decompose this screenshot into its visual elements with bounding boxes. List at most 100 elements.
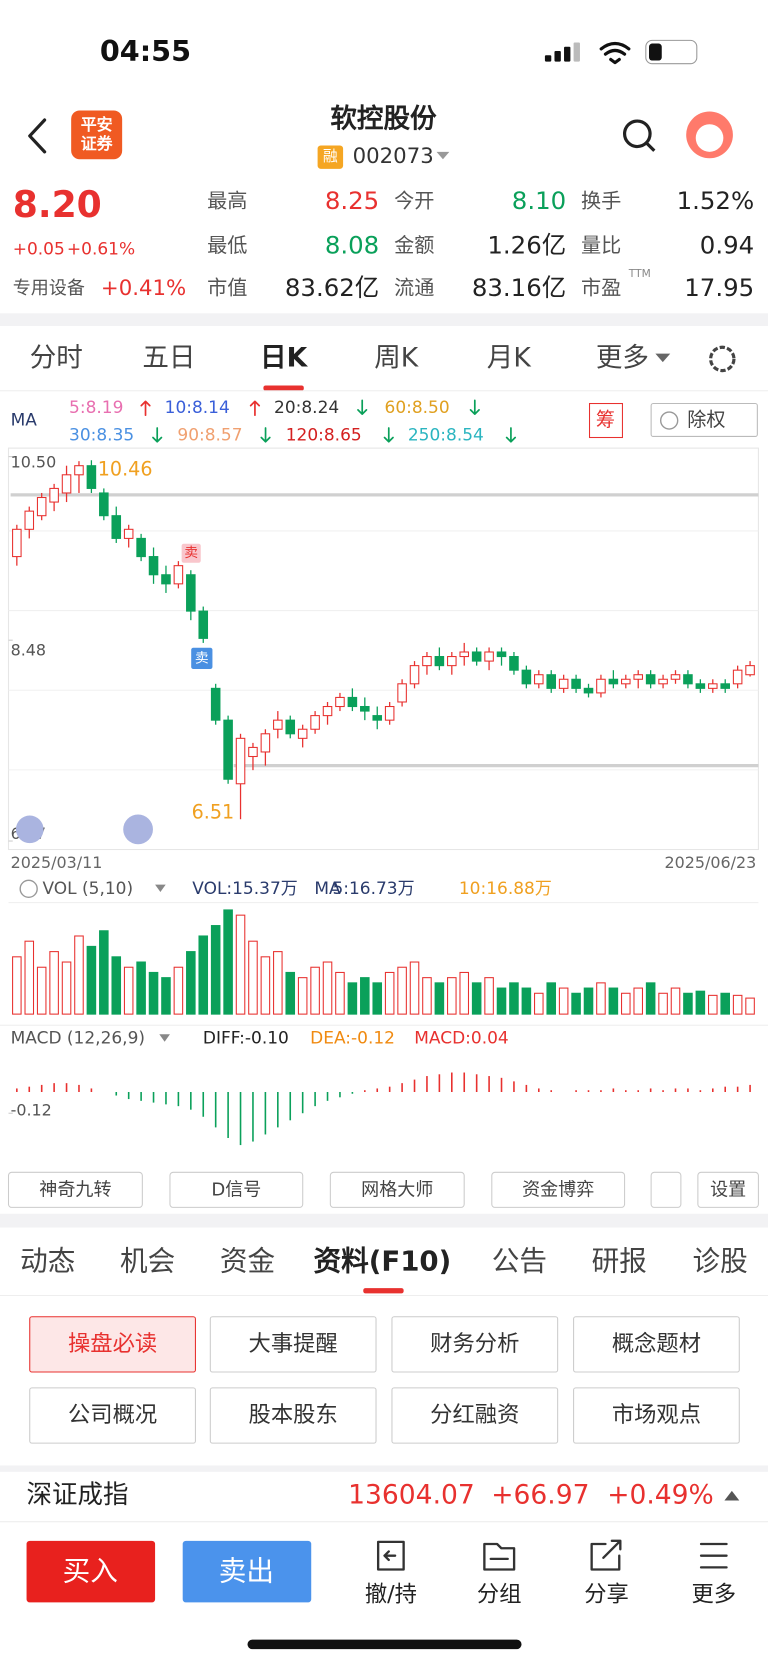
info-button[interactable]	[209, 1316, 377, 1373]
candle-body	[608, 678, 619, 685]
volume-bar	[335, 971, 345, 1015]
tool-label: 资金博弈	[522, 1179, 594, 1200]
ma-item: 250:8.54	[408, 425, 484, 445]
info-button[interactable]	[573, 1316, 740, 1373]
settings-button[interactable]	[709, 345, 736, 373]
candle-body	[496, 651, 507, 658]
y-tick-label: 10.50	[11, 452, 57, 471]
info-button-label: 财务分析	[430, 1331, 519, 1357]
tool-button[interactable]	[169, 1171, 304, 1208]
volume-bar	[571, 992, 581, 1015]
info-button[interactable]	[573, 1387, 740, 1444]
signal-box	[191, 647, 213, 669]
action-label[interactable]: 分享	[584, 1581, 629, 1607]
buy-button[interactable]	[26, 1540, 156, 1603]
volume-bar	[186, 951, 196, 1015]
ma-item: 90:8.57	[177, 425, 242, 445]
candle-body	[186, 574, 196, 612]
period-tab[interactable]: 周K	[374, 342, 419, 373]
info-button[interactable]	[391, 1387, 559, 1444]
index-toggle[interactable]	[724, 1490, 740, 1501]
tool-button[interactable]	[491, 1171, 626, 1208]
sell-button[interactable]	[182, 1540, 312, 1603]
info-button[interactable]	[29, 1316, 196, 1373]
volume-bar	[86, 945, 97, 1015]
stat-label: 最低	[207, 233, 247, 257]
volume-bar	[360, 977, 370, 1015]
info-tab[interactable]: 资金	[220, 1245, 275, 1278]
candle-body	[111, 515, 122, 539]
tool-button[interactable]	[697, 1171, 759, 1208]
tool-button[interactable]	[7, 1171, 143, 1208]
signal-bar	[554, 50, 561, 62]
period-tab[interactable]: 五日	[142, 342, 195, 373]
period-tab[interactable]: 月K	[487, 342, 532, 373]
volume-bar	[36, 966, 47, 1015]
chips-button[interactable]	[588, 402, 623, 439]
info-tab[interactable]: 研报	[592, 1245, 647, 1278]
change: +0.05	[13, 240, 65, 260]
badge	[317, 145, 344, 169]
candle-body	[658, 678, 668, 685]
chips-label: 筹	[596, 408, 615, 431]
search-button[interactable]	[622, 119, 652, 149]
action-icon[interactable]	[590, 1539, 622, 1571]
candle-body	[123, 528, 134, 539]
candle-body	[621, 678, 631, 685]
broker-name: 证券	[81, 134, 114, 153]
info-button[interactable]	[209, 1387, 377, 1444]
info-button-label: 分红融资	[430, 1402, 519, 1428]
action-label[interactable]: 撤/持	[365, 1581, 417, 1607]
info-tab[interactable]: 公告	[492, 1245, 547, 1278]
volume-bar	[422, 977, 432, 1015]
action-label[interactable]: 更多	[691, 1581, 736, 1607]
candle-body	[546, 674, 557, 689]
separator	[0, 1024, 768, 1026]
candle-body	[558, 678, 569, 689]
action-icon[interactable]	[376, 1540, 405, 1571]
info-tab[interactable]: 诊股	[693, 1245, 748, 1278]
vol-dropdown[interactable]	[155, 884, 166, 892]
volume-bar	[447, 977, 457, 1015]
action-label[interactable]: 分组	[477, 1581, 522, 1607]
volume-bar	[521, 987, 532, 1015]
candle-body	[360, 705, 370, 712]
signal-bar	[564, 46, 571, 62]
info-tab[interactable]: 资料(F10)	[314, 1245, 452, 1278]
info-button-label: 公司概况	[68, 1402, 157, 1428]
period-tab[interactable]: 更多	[596, 342, 649, 373]
info-tab[interactable]: 动态	[20, 1245, 75, 1278]
tool-button[interactable]	[329, 1171, 465, 1208]
volume-bar	[397, 966, 407, 1015]
candle-body	[248, 746, 258, 758]
exright-button[interactable]	[650, 402, 758, 437]
action-icon[interactable]	[699, 1542, 728, 1569]
code-dropdown[interactable]	[436, 151, 450, 160]
info-button[interactable]	[29, 1387, 196, 1444]
macd-diff: DIFF:-0.10	[203, 1029, 289, 1049]
volume-bar	[732, 994, 743, 1015]
ma-item: 120:8.65	[286, 425, 362, 445]
macd-dropdown[interactable]	[159, 1034, 170, 1042]
volume-bar	[558, 987, 569, 1015]
back-button[interactable]	[28, 118, 47, 154]
candle-body	[198, 610, 209, 639]
period-tab[interactable]: 分时	[30, 342, 83, 373]
info-tab[interactable]: 机会	[120, 1245, 175, 1278]
change-pct: +0.61%	[67, 240, 135, 260]
action-icon[interactable]	[483, 1542, 516, 1571]
fullscreen-button[interactable]	[123, 814, 153, 845]
candle-body	[645, 674, 656, 685]
period-tab[interactable]: 日K	[260, 342, 309, 373]
candle-body	[24, 510, 35, 530]
candle-body	[471, 651, 482, 662]
expand-button[interactable]	[15, 815, 44, 844]
candle-body	[720, 683, 730, 689]
volume-bar	[596, 982, 606, 1015]
info-button[interactable]	[391, 1316, 559, 1373]
vol-title: VOL (5,10)	[42, 879, 133, 899]
ma-item: 10:8.14	[165, 398, 230, 418]
sell-label: 卖出	[219, 1555, 274, 1588]
ma-item: 20:8.24	[274, 398, 339, 418]
